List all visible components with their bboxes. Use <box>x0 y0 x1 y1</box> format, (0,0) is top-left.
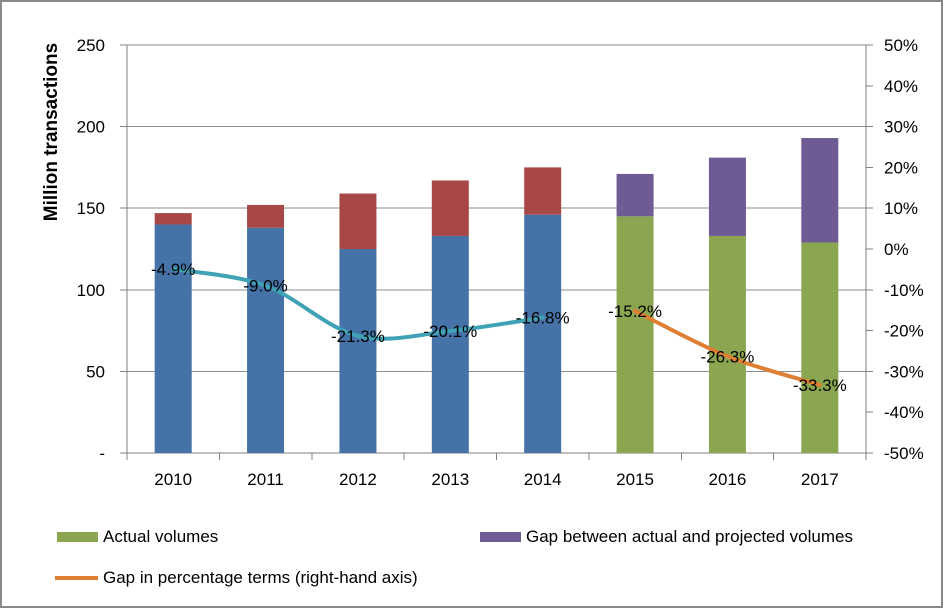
bar-segment-actual-volumes <box>616 216 654 453</box>
bar-segment-gap-actual-projected-pre-2015 <box>339 193 377 249</box>
data-label-gap-percentage-pre-2015: -21.3% <box>331 327 385 346</box>
data-label-gap-percentage: -15.2% <box>608 302 662 321</box>
right-axis-tick-label: -20% <box>884 322 924 341</box>
x-axis-category-label: 2013 <box>431 470 469 489</box>
bar-segment-actual-volumes <box>801 242 839 453</box>
data-label-gap-percentage-pre-2015: -9.0% <box>243 277 287 296</box>
x-axis-category-label: 2012 <box>339 470 377 489</box>
right-axis-tick-label: 40% <box>884 77 918 96</box>
bar-segment-gap-actual-projected-pre-2015 <box>154 213 192 225</box>
line-gap-percentage <box>633 309 822 387</box>
right-axis-tick-label: -30% <box>884 362 924 381</box>
legend-item-actual-volumes: Actual volumes <box>57 527 218 547</box>
bar-segment-gap-actual-projected-pre-2015 <box>431 180 469 236</box>
right-axis-tick-label: -40% <box>884 403 924 422</box>
left-axis-tick-label: - <box>99 444 105 463</box>
right-axis-tick-label: -10% <box>884 281 924 300</box>
right-axis-tick-label: 50% <box>884 36 918 55</box>
left-axis-tick-label: 150 <box>77 199 105 218</box>
legend-item-gap-volumes: Gap between actual and projected volumes <box>480 527 853 547</box>
right-axis-tick-label: 10% <box>884 199 918 218</box>
legend-swatch-actual-volumes <box>57 532 98 542</box>
bar-segment-actual-volumes-pre-2015 <box>247 227 285 453</box>
bar-segment-gap-actual-projected <box>801 138 839 243</box>
data-label-gap-percentage-pre-2015: -4.9% <box>151 260 195 279</box>
data-label-gap-percentage-pre-2015: -16.8% <box>516 308 570 327</box>
bar-segment-gap-actual-projected <box>708 157 746 236</box>
left-axis-tick-label: 200 <box>77 118 105 137</box>
right-axis-tick-label: 0% <box>884 240 909 259</box>
legend-label-gap-percentage: Gap in percentage terms (right-hand axis… <box>103 568 418 587</box>
x-axis-category-label: 2011 <box>247 470 284 489</box>
x-axis-category-label: 2017 <box>801 470 839 489</box>
left-axis-tick-label: 250 <box>77 36 105 55</box>
right-axis-tick-label: -50% <box>884 444 924 463</box>
bar-segment-actual-volumes-pre-2015 <box>339 249 377 453</box>
data-label-gap-percentage: -33.3% <box>793 376 847 395</box>
bar-segment-actual-volumes-pre-2015 <box>154 224 192 453</box>
bar-segment-actual-volumes-pre-2015 <box>524 214 562 453</box>
right-axis-tick-label: 30% <box>884 118 918 137</box>
bar-segment-gap-actual-projected-pre-2015 <box>247 204 285 228</box>
bar-segment-actual-volumes <box>708 235 746 453</box>
x-axis-category-label: 2015 <box>616 470 654 489</box>
bar-segment-gap-actual-projected-pre-2015 <box>524 167 562 215</box>
left-axis-tick-label: 50 <box>86 362 105 381</box>
x-axis-category-label: 2014 <box>524 470 562 489</box>
x-axis-category-label: 2016 <box>709 470 747 489</box>
data-label-gap-percentage: -26.3% <box>701 347 755 366</box>
legend-label-actual-volumes: Actual volumes <box>103 527 219 546</box>
left-axis-tick-label: 100 <box>77 281 105 300</box>
right-axis-tick-label: 20% <box>884 158 918 177</box>
line-gap-percentage-pre-2015 <box>171 266 545 341</box>
x-axis-category-label: 2010 <box>154 470 192 489</box>
legend-swatch-gap-volumes <box>480 532 521 542</box>
bar-segment-actual-volumes-pre-2015 <box>431 235 469 453</box>
legend-swatch-gap-percentage-line <box>55 576 98 580</box>
legend-item-gap-percentage: Gap in percentage terms (right-hand axis… <box>55 568 418 588</box>
legend-label-gap-volumes: Gap between actual and projected volumes <box>526 527 853 546</box>
bar-segment-gap-actual-projected <box>616 173 654 217</box>
data-label-gap-percentage-pre-2015: -20.1% <box>423 322 477 341</box>
